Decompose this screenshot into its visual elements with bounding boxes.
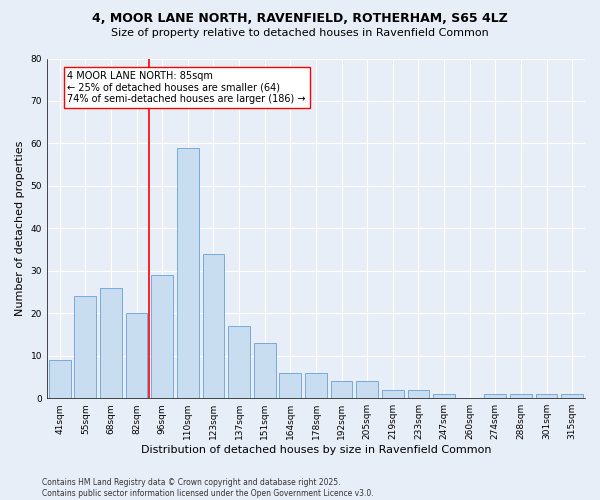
Bar: [561, 394, 583, 398]
Bar: [74, 296, 96, 398]
Y-axis label: Number of detached properties: Number of detached properties: [15, 140, 25, 316]
Text: Size of property relative to detached houses in Ravenfield Common: Size of property relative to detached ho…: [111, 28, 489, 38]
Bar: [331, 381, 352, 398]
Bar: [100, 288, 122, 398]
Bar: [536, 394, 557, 398]
Bar: [126, 314, 148, 398]
Bar: [151, 275, 173, 398]
Bar: [407, 390, 430, 398]
Text: Contains HM Land Registry data © Crown copyright and database right 2025.
Contai: Contains HM Land Registry data © Crown c…: [42, 478, 374, 498]
Bar: [433, 394, 455, 398]
Bar: [382, 390, 404, 398]
Bar: [203, 254, 224, 398]
Bar: [49, 360, 71, 398]
Bar: [356, 381, 378, 398]
Bar: [510, 394, 532, 398]
Bar: [484, 394, 506, 398]
Bar: [228, 326, 250, 398]
Bar: [254, 343, 275, 398]
Text: 4, MOOR LANE NORTH, RAVENFIELD, ROTHERHAM, S65 4LZ: 4, MOOR LANE NORTH, RAVENFIELD, ROTHERHA…: [92, 12, 508, 26]
X-axis label: Distribution of detached houses by size in Ravenfield Common: Distribution of detached houses by size …: [141, 445, 491, 455]
Bar: [305, 372, 327, 398]
Bar: [177, 148, 199, 398]
Bar: [280, 372, 301, 398]
Text: 4 MOOR LANE NORTH: 85sqm
← 25% of detached houses are smaller (64)
74% of semi-d: 4 MOOR LANE NORTH: 85sqm ← 25% of detach…: [67, 71, 306, 104]
